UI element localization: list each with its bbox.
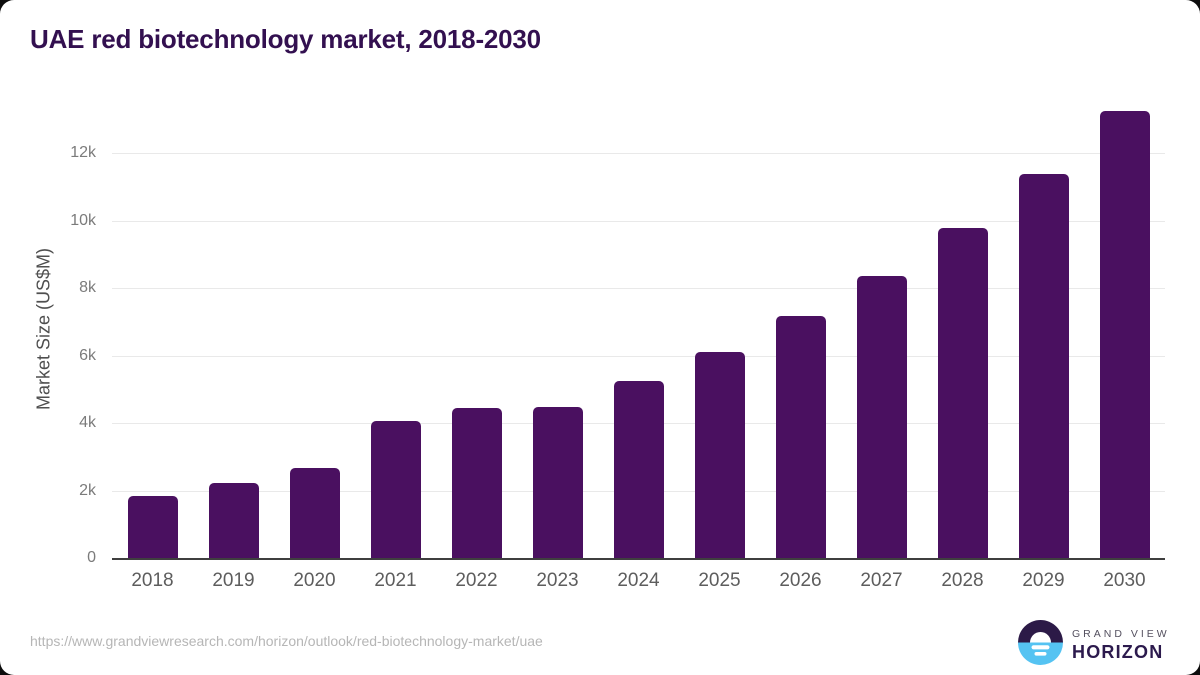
x-tick-2019: 2019 [212, 570, 255, 591]
y-tick-12k: 12k [70, 144, 96, 161]
x-tick-2026: 2026 [779, 570, 822, 591]
bar-2018[interactable] [127, 495, 178, 558]
bar-2030[interactable] [1099, 110, 1150, 558]
y-tick-10k: 10k [70, 211, 96, 229]
x-tick-2021: 2021 [374, 570, 417, 591]
bar-2028[interactable] [937, 227, 988, 558]
y-tick-2k: 2k [79, 481, 96, 499]
y-tick-8k: 8k [79, 279, 96, 296]
bar-2021[interactable] [370, 421, 421, 558]
x-tick-2029: 2029 [1022, 570, 1065, 591]
bar-2020[interactable] [289, 468, 340, 558]
bar-2026[interactable] [775, 316, 826, 558]
brand-logo: GRAND VIEW HORIZON [1018, 620, 1170, 670]
horizon-sunrise-logo-icon [1018, 620, 1063, 670]
x-tick-2018: 2018 [131, 570, 174, 591]
x-tick-2028: 2028 [941, 570, 984, 591]
brand-name-top: GRAND VIEW [1072, 627, 1170, 640]
bar-2027[interactable] [856, 275, 907, 558]
x-tick-2024: 2024 [617, 570, 660, 591]
x-tick-2022: 2022 [455, 570, 498, 591]
y-axis-label: Market Size (US$M) [33, 247, 54, 411]
y-tick-6k: 6k [79, 346, 96, 364]
bar-2024[interactable] [613, 381, 664, 558]
x-tick-2030: 2030 [1103, 570, 1146, 591]
gridline-12k [112, 153, 1165, 154]
chart-title: UAE red biotechnology market, 2018-2030 [30, 24, 541, 54]
y-tick-4k: 4k [79, 414, 96, 431]
x-tick-2027: 2027 [860, 570, 903, 591]
gridline-8k [112, 288, 1165, 289]
bar-2022[interactable] [451, 408, 502, 558]
x-tick-2020: 2020 [293, 570, 336, 591]
y-tick-0: 0 [87, 549, 96, 566]
x-tick-2023: 2023 [536, 570, 579, 591]
gridline-6k [112, 355, 1165, 357]
bar-2025[interactable] [694, 352, 745, 558]
source-url: https://www.grandviewresearch.com/horizo… [30, 633, 543, 649]
x-tick-2025: 2025 [698, 570, 741, 591]
bar-2029[interactable] [1018, 173, 1069, 558]
plot-area: 0 2k 4k 6k 8k 10k 12k 2018 2019 2020 2021 2022 2023 2… [70, 100, 1165, 591]
brand-name-bottom: HORIZON [1072, 641, 1164, 662]
bar-2023[interactable] [532, 407, 583, 558]
bar-2019[interactable] [208, 483, 259, 558]
brand-wordmark: GRAND VIEW HORIZON [1072, 628, 1170, 663]
gridline-10k [112, 220, 1165, 222]
